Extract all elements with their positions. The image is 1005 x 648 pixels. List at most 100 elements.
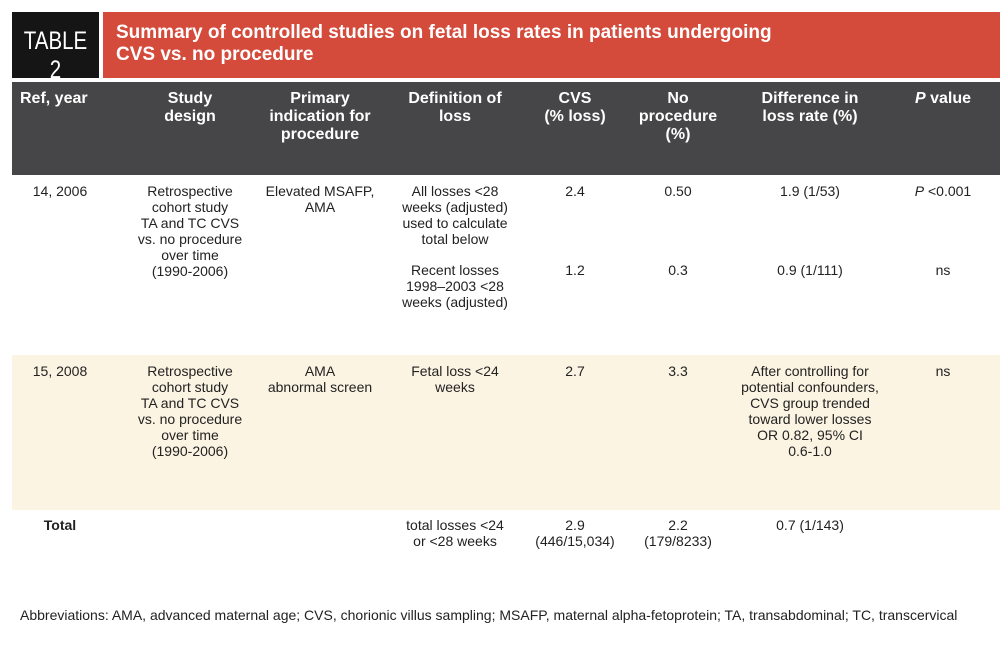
p_value-cell: P <0.001: [893, 183, 993, 199]
column-header-line: No: [667, 90, 689, 107]
difference-cell-line: CVS group trended: [750, 395, 870, 411]
column-header-line: Ref, year: [20, 90, 88, 107]
difference-cell: 1.9 (1/53): [730, 183, 890, 199]
text: ns: [935, 262, 951, 278]
definition-cell-line: Recent losses: [411, 262, 499, 278]
total-cvs-line: 2.9: [565, 517, 585, 533]
p_value-cell: ns: [893, 262, 993, 278]
p_value-cell: ns: [893, 363, 993, 379]
table-title-line: Summary of controlled studies on fetal l…: [116, 22, 772, 43]
indication-cell: AMA abnormal screen: [255, 363, 385, 395]
footnote: Abbreviations: AMA, advanced maternal ag…: [20, 607, 980, 624]
definition-cell-line: Fetal loss <24: [411, 363, 499, 379]
text: ns: [935, 363, 951, 379]
definition-cell: All losses <28 weeks (adjusted) used to ca…: [385, 183, 525, 247]
difference-cell-line: 1.9 (1/53): [780, 183, 840, 199]
design-cell-line: TA and TC CVS: [140, 395, 240, 411]
no_procedure-cell: 0.50: [633, 183, 723, 199]
total-definition-line: or <28 weeks: [413, 533, 497, 549]
cvs-cell: 2.4: [530, 183, 620, 199]
ref-cell-line: 15, 2008: [32, 363, 88, 379]
table-title: Summary of controlled studies on fetal l…: [116, 22, 996, 66]
text: value: [930, 90, 972, 107]
design-cell-line: vs. no procedure: [137, 231, 243, 247]
table-label-box: [12, 12, 99, 78]
definition-cell-line: weeks: [435, 379, 475, 395]
column-header: Ref, year: [20, 90, 120, 108]
design-cell-line: over time: [161, 427, 219, 443]
design-cell-line: Retrospective: [147, 183, 233, 199]
design-cell-line: vs. no procedure: [137, 411, 243, 427]
column-header-line: design: [164, 108, 216, 125]
ref-cell: 14, 2006: [15, 183, 105, 199]
definition-cell: Fetal loss <24 weeks: [385, 363, 525, 395]
total-definition-line: total losses <24: [406, 517, 504, 533]
indication-cell-line: AMA: [304, 199, 336, 215]
indication-cell: Elevated MSAFP, AMA: [255, 183, 385, 215]
cvs-cell-line: 2.7: [565, 363, 585, 379]
design-cell-line: (1990-2006): [151, 443, 229, 459]
row-shade: [12, 355, 1000, 510]
p_value-cell-line: P <0.001: [893, 183, 993, 199]
ref-cell: 15, 2008: [15, 363, 105, 379]
definition-cell-line: All losses <28: [411, 183, 499, 199]
cvs-cell-line: 2.4: [565, 183, 585, 199]
total-no_procedure-line: 2.2: [668, 517, 688, 533]
column-header: CVS (% loss): [530, 90, 620, 126]
column-header-line: Study: [167, 90, 213, 107]
design-cell-line: (1990-2006): [151, 263, 229, 279]
difference-cell-line: 0.6-1.0: [788, 443, 832, 459]
design-cell-line: TA and TC CVS: [140, 215, 240, 231]
column-header: Primary indication for procedure: [255, 90, 385, 144]
italic-text: P: [914, 183, 925, 199]
definition-cell: Recent losses 1998–2003 <28 weeks (adjuste…: [385, 262, 525, 310]
column-header: Difference in loss rate (%): [730, 90, 890, 126]
text: <0.001: [928, 183, 972, 199]
table-title-line: CVS vs. no procedure: [116, 44, 314, 65]
difference-cell-line: potential confounders,: [741, 379, 879, 395]
table-label-line: TABLE 2: [23, 27, 88, 84]
column-header-line: procedure: [280, 126, 360, 143]
difference-cell: 0.9 (1/111): [730, 262, 890, 278]
column-header-line: (%): [665, 126, 691, 143]
definition-cell-line: used to calculate: [402, 215, 508, 231]
cvs-cell: 2.7: [530, 363, 620, 379]
design-cell: Retrospective cohort study TA and TC CVS vs…: [125, 183, 255, 279]
column-header-line: Definition of: [408, 90, 502, 107]
no_procedure-cell-line: 0.50: [664, 183, 692, 199]
definition-cell-line: 1998–2003 <28: [406, 278, 504, 294]
total-difference: 0.7 (1/143): [730, 517, 890, 533]
footnote-line: Abbreviations: AMA, advanced maternal ag…: [20, 607, 958, 623]
design-cell-line: cohort study: [151, 199, 229, 215]
column-header-line: loss rate (%): [762, 108, 858, 125]
ref-cell-line: 14, 2006: [32, 183, 88, 199]
italic-text: P: [914, 90, 926, 107]
column-header: Study design: [125, 90, 255, 126]
header-band: [12, 82, 1000, 175]
total-cvs-line: (446/15,034): [535, 533, 615, 549]
difference-cell-line: After controlling for: [751, 363, 869, 379]
no_procedure-cell-line: 0.3: [668, 262, 688, 278]
no_procedure-cell-line: 3.3: [668, 363, 688, 379]
design-cell-line: over time: [161, 247, 219, 263]
difference-cell-line: OR 0.82, 95% CI: [757, 427, 863, 443]
difference-cell-line: toward lower losses: [748, 411, 872, 427]
no_procedure-cell: 0.3: [633, 262, 723, 278]
cvs-cell-line: 1.2: [565, 262, 585, 278]
column-header-line: P value: [893, 90, 993, 108]
p_value-cell-line: ns: [893, 363, 993, 379]
title-banner: [103, 12, 1000, 78]
column-header-line: Difference in: [761, 90, 859, 107]
definition-cell-line: total below: [421, 231, 489, 247]
total-ref-line: Total: [43, 517, 77, 533]
indication-cell-line: AMA: [304, 363, 336, 379]
table-label: TABLE 2: [20, 27, 91, 85]
column-header-line: loss: [438, 108, 471, 125]
total-cvs: 2.9 (446/15,034): [530, 517, 620, 549]
difference-cell-line: 0.9 (1/111): [777, 262, 843, 278]
design-cell-line: Retrospective: [147, 363, 233, 379]
definition-cell-line: weeks (adjusted): [402, 199, 508, 215]
design-cell-line: cohort study: [151, 379, 229, 395]
total-difference-line: 0.7 (1/143): [776, 517, 844, 533]
